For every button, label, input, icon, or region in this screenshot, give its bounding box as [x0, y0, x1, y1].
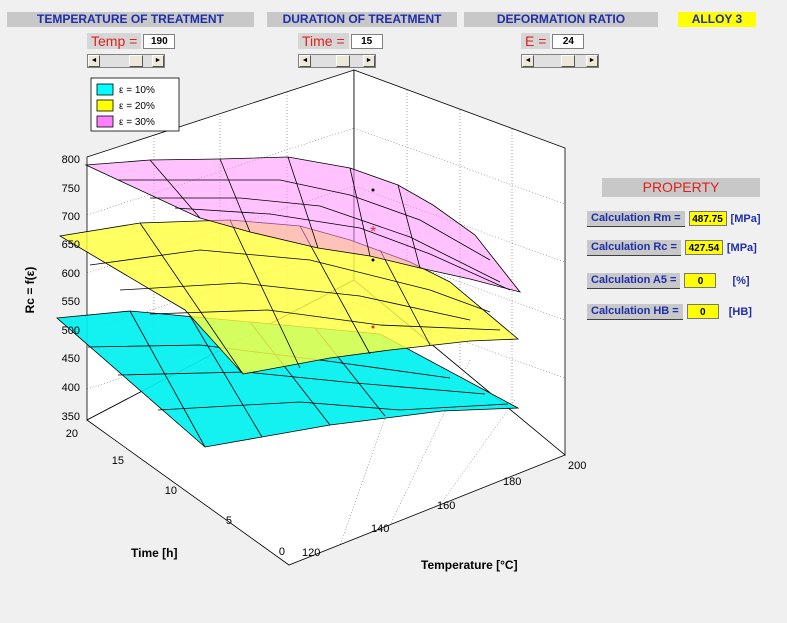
- z-tick-500: 500: [62, 325, 80, 337]
- calculation-rm-button[interactable]: Calculation Rm =: [587, 210, 685, 227]
- deformation-header: DEFORMATION RATIO: [464, 12, 658, 27]
- legend-eps-10: ε = 10%: [119, 85, 155, 96]
- legend: ε = 10% ε = 20% ε = 30%: [90, 77, 180, 132]
- rm-value: 487.75: [688, 211, 727, 226]
- z-tick-450: 450: [62, 353, 80, 365]
- temp-axis-ticks: 120 140 160 180 200: [302, 460, 586, 559]
- time-tick-0: 0: [279, 546, 285, 558]
- duration-header: DURATION OF TREATMENT: [267, 12, 457, 27]
- z-tick-800: 800: [62, 154, 80, 166]
- e-scroll-thumb[interactable]: [561, 55, 575, 67]
- e-param: E = 24: [521, 33, 585, 49]
- time-tick-15: 15: [112, 455, 124, 467]
- z-axis-ticks: 800 750 700 650 600 550 500 450 400 350: [62, 154, 80, 423]
- time-label: Time =: [298, 33, 349, 49]
- calculation-a5-button[interactable]: Calculation A5 =: [587, 272, 681, 289]
- calculation-markers: *: [370, 188, 376, 329]
- calc-rc-row: Calculation Rc = 427.54 [MPa]: [587, 239, 757, 256]
- scroll-right-arrow-icon[interactable]: ►: [586, 55, 598, 67]
- calculation-rc-button[interactable]: Calculation Rc =: [587, 239, 681, 256]
- scroll-left-arrow-icon[interactable]: ◄: [522, 55, 534, 67]
- time-axis-label: Time [h]: [131, 546, 177, 560]
- property-title: PROPERTY: [602, 178, 760, 197]
- temp-label: Temp =: [87, 33, 142, 49]
- time-scrollbar[interactable]: ◄ ►: [298, 54, 376, 68]
- z-axis-label: Rc = f(ε): [23, 267, 37, 314]
- legend-eps-20: ε = 20%: [119, 101, 155, 112]
- scroll-right-arrow-icon[interactable]: ►: [363, 55, 375, 67]
- temp-param: Temp = 190: [87, 33, 176, 49]
- rc-value: 427.54: [684, 240, 723, 255]
- surface-eps-30: [84, 156, 522, 293]
- z-tick-550: 550: [62, 296, 80, 308]
- scroll-right-arrow-icon[interactable]: ►: [152, 55, 164, 67]
- temp-scroll-thumb[interactable]: [129, 55, 143, 67]
- hb-unit: [HB]: [728, 305, 752, 318]
- time-param: Time = 15: [298, 33, 383, 49]
- alloy-badge: ALLOY 3: [678, 12, 756, 27]
- temp-tick-120: 120: [302, 547, 320, 559]
- z-tick-350: 350: [62, 411, 80, 423]
- calc-hb-row: Calculation HB = 0 [HB]: [587, 303, 752, 320]
- z-tick-750: 750: [62, 183, 80, 195]
- temp-scrollbar[interactable]: ◄ ►: [87, 54, 165, 68]
- temp-input[interactable]: 190: [143, 33, 176, 49]
- z-tick-650: 650: [62, 239, 80, 251]
- hb-value: 0: [686, 304, 719, 319]
- temp-tick-180: 180: [503, 476, 521, 488]
- rc-unit: [MPa]: [726, 241, 757, 254]
- z-tick-400: 400: [62, 382, 80, 394]
- temperature-header: TEMPERATURE OF TREATMENT: [7, 12, 254, 27]
- time-tick-20: 20: [66, 428, 78, 440]
- temperature-axis-label: Temperature [°C]: [421, 558, 518, 572]
- calculation-hb-button[interactable]: Calculation HB =: [587, 303, 683, 320]
- time-input[interactable]: 15: [350, 33, 383, 49]
- scroll-left-arrow-icon[interactable]: ◄: [299, 55, 311, 67]
- time-axis-ticks: 20 15 10 5 0: [66, 428, 285, 558]
- e-label: E =: [521, 33, 551, 49]
- temp-tick-200: 200: [568, 460, 586, 472]
- calc-rm-row: Calculation Rm = 487.75 [MPa]: [587, 210, 761, 227]
- time-scroll-thumb[interactable]: [336, 55, 350, 67]
- scroll-left-arrow-icon[interactable]: ◄: [88, 55, 100, 67]
- z-tick-700: 700: [62, 211, 80, 223]
- rm-unit: [MPa]: [730, 212, 761, 225]
- a5-unit: [%]: [732, 274, 750, 287]
- a5-value: 0: [684, 273, 717, 288]
- calc-marker-asterisk: *: [370, 224, 376, 241]
- temp-tick-140: 140: [371, 523, 389, 535]
- e-scrollbar[interactable]: ◄ ►: [521, 54, 599, 68]
- z-tick-600: 600: [62, 268, 80, 280]
- temp-tick-160: 160: [437, 500, 455, 512]
- time-tick-10: 10: [165, 485, 177, 497]
- calc-a5-row: Calculation A5 = 0 [%]: [587, 272, 750, 289]
- e-input[interactable]: 24: [552, 33, 585, 49]
- legend-eps-30: ε = 30%: [119, 117, 155, 128]
- time-tick-5: 5: [226, 515, 232, 527]
